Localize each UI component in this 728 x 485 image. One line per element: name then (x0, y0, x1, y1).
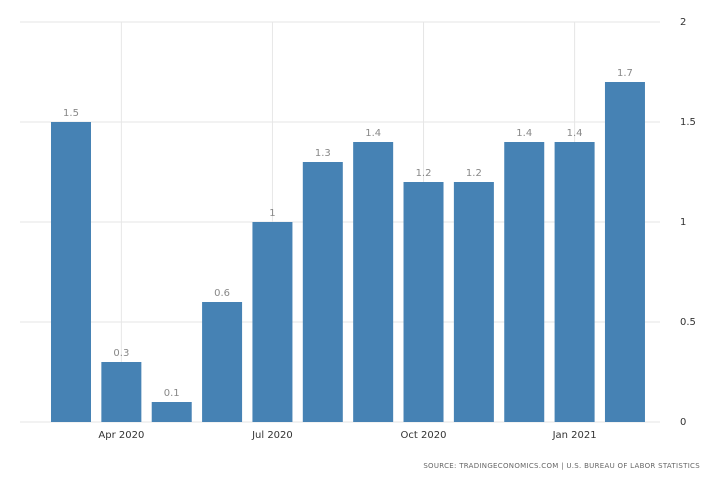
x-tick-label: Jan 2021 (552, 430, 597, 441)
y-tick-label: 2 (680, 17, 686, 28)
value-label: 1.4 (516, 128, 532, 139)
source-note: SOURCE: TRADINGECONOMICS.COM | U.S. BURE… (423, 462, 700, 470)
bar (151, 402, 192, 422)
bar (504, 142, 545, 422)
bar (604, 82, 645, 422)
value-label: 1.2 (416, 168, 432, 179)
value-label: 1.2 (466, 168, 482, 179)
value-label: 1.3 (315, 148, 331, 159)
value-label: 1.7 (617, 68, 633, 79)
bar (202, 302, 243, 422)
y-tick-label: 0.5 (680, 317, 696, 328)
x-tick-label: Apr 2020 (98, 430, 144, 441)
bar (403, 182, 444, 422)
bar (101, 362, 142, 422)
x-tick-label: Oct 2020 (401, 430, 447, 441)
bar (453, 182, 494, 422)
value-label: 0.3 (113, 348, 129, 359)
bar (353, 142, 394, 422)
bar (252, 222, 293, 422)
value-label: 0.1 (164, 388, 180, 399)
value-label: 1.4 (365, 128, 381, 139)
y-tick-label: 1 (680, 217, 686, 228)
value-label: 1.5 (63, 108, 79, 119)
value-label: 0.6 (214, 288, 230, 299)
x-tick-label: Jul 2020 (251, 430, 293, 441)
value-label: 1.4 (567, 128, 583, 139)
bar (302, 162, 343, 422)
value-label: 1 (269, 208, 275, 219)
y-tick-label: 0 (680, 417, 686, 428)
bar (554, 142, 595, 422)
y-tick-label: 1.5 (680, 117, 696, 128)
bar (51, 122, 91, 422)
